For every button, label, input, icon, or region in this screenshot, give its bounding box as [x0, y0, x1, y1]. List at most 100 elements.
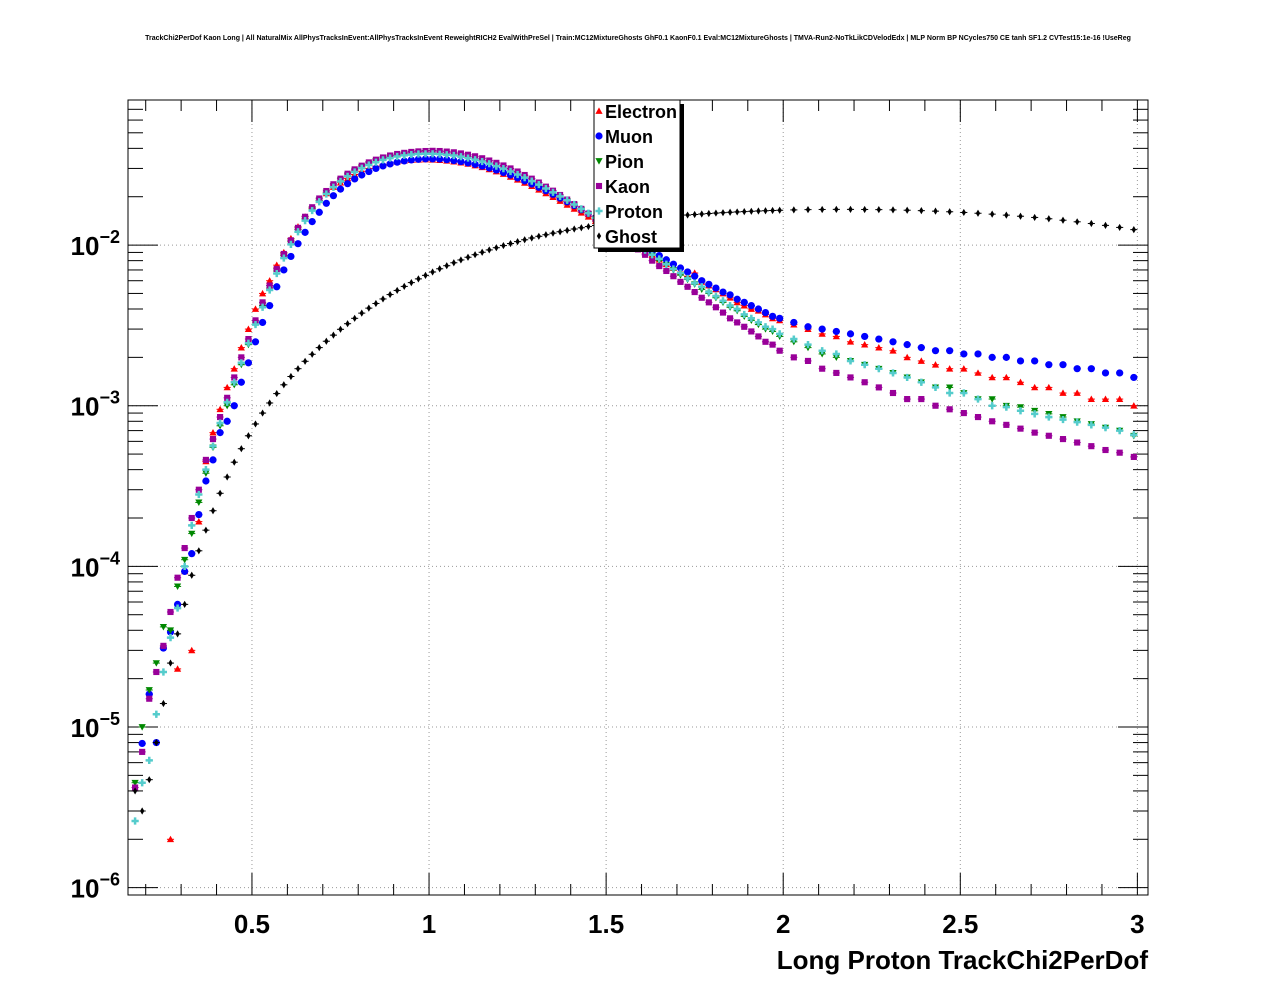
data-point — [741, 323, 748, 330]
legend-marker-muon — [595, 132, 603, 140]
data-point — [733, 295, 741, 303]
data-point — [1016, 378, 1025, 386]
data-point — [889, 347, 897, 354]
data-point — [131, 817, 139, 825]
data-point — [331, 331, 336, 339]
data-point — [188, 521, 196, 529]
data-point — [139, 748, 146, 755]
data-point — [202, 456, 209, 463]
data-point — [499, 165, 508, 173]
data-point — [195, 517, 203, 525]
data-point — [365, 167, 373, 176]
data-point — [379, 162, 387, 170]
data-point — [712, 304, 719, 311]
data-point — [266, 286, 274, 294]
data-point — [351, 168, 359, 176]
x-tick-label: 3 — [1130, 909, 1144, 939]
data-point — [727, 208, 733, 216]
data-point — [875, 344, 883, 351]
legend-label-electron: Electron — [605, 102, 677, 122]
data-point — [990, 210, 995, 218]
data-point — [989, 418, 996, 425]
data-point — [1018, 212, 1023, 220]
data-point — [202, 466, 210, 474]
data-point — [919, 207, 924, 215]
legend-marker-pion — [595, 158, 603, 165]
data-point — [359, 309, 364, 317]
data-point — [861, 379, 868, 386]
data-point — [974, 413, 982, 421]
data-point — [932, 402, 939, 409]
data-point — [393, 158, 401, 166]
data-point — [706, 209, 711, 218]
data-point — [244, 339, 253, 347]
data-point — [1059, 415, 1067, 424]
data-point — [487, 246, 492, 254]
data-point — [542, 184, 550, 193]
legend-label-proton: Proton — [605, 202, 663, 222]
data-point — [232, 458, 237, 466]
data-point — [946, 389, 954, 397]
data-point — [173, 600, 182, 608]
data-point — [847, 374, 854, 381]
data-point — [253, 420, 258, 428]
data-point — [791, 206, 796, 214]
data-point — [266, 282, 273, 289]
data-point — [188, 550, 196, 558]
data-point — [266, 301, 274, 310]
data-point — [670, 273, 677, 280]
data-point — [733, 305, 741, 313]
data-point — [776, 347, 783, 354]
legend-label-muon: Muon — [605, 127, 653, 147]
data-point — [832, 332, 840, 340]
data-point — [1059, 436, 1067, 443]
data-point — [324, 337, 329, 345]
data-point — [946, 406, 953, 413]
data-point — [166, 835, 175, 843]
data-point — [515, 238, 520, 246]
data-point — [988, 353, 996, 361]
data-point — [861, 332, 869, 341]
legend-label-kaon: Kaon — [605, 177, 650, 197]
data-point — [763, 207, 768, 215]
data-point — [168, 659, 173, 667]
data-point — [485, 164, 493, 172]
data-point — [295, 365, 301, 373]
data-point — [988, 373, 996, 381]
data-point — [549, 188, 557, 196]
data-point — [720, 209, 726, 217]
data-point — [216, 429, 224, 437]
data-point — [875, 365, 883, 373]
x-tick-label: 2 — [776, 909, 790, 939]
data-point — [400, 151, 408, 159]
data-point — [499, 168, 508, 177]
data-point — [917, 357, 925, 364]
data-point — [550, 229, 556, 237]
data-point — [317, 344, 322, 352]
data-point — [761, 308, 770, 317]
data-point — [1060, 216, 1066, 224]
data-point — [1045, 383, 1053, 391]
data-point — [421, 155, 430, 163]
data-point — [209, 429, 217, 436]
x-tick-label: 1 — [422, 909, 436, 939]
data-point — [258, 289, 267, 297]
data-point — [329, 183, 338, 191]
data-point — [138, 724, 146, 731]
legend-marker-proton — [595, 207, 603, 215]
data-point — [294, 224, 302, 231]
data-point — [556, 192, 564, 200]
data-point — [181, 562, 189, 570]
data-point — [465, 253, 471, 261]
data-point — [662, 256, 670, 264]
data-point — [719, 309, 727, 316]
data-point — [1088, 443, 1095, 450]
data-point — [790, 354, 797, 361]
data-point — [933, 207, 938, 215]
x-tick-label: 0.5 — [234, 909, 270, 939]
data-point — [1130, 453, 1137, 460]
data-point — [430, 268, 435, 276]
data-point — [237, 359, 245, 367]
data-point — [267, 399, 272, 407]
data-point — [145, 687, 153, 694]
